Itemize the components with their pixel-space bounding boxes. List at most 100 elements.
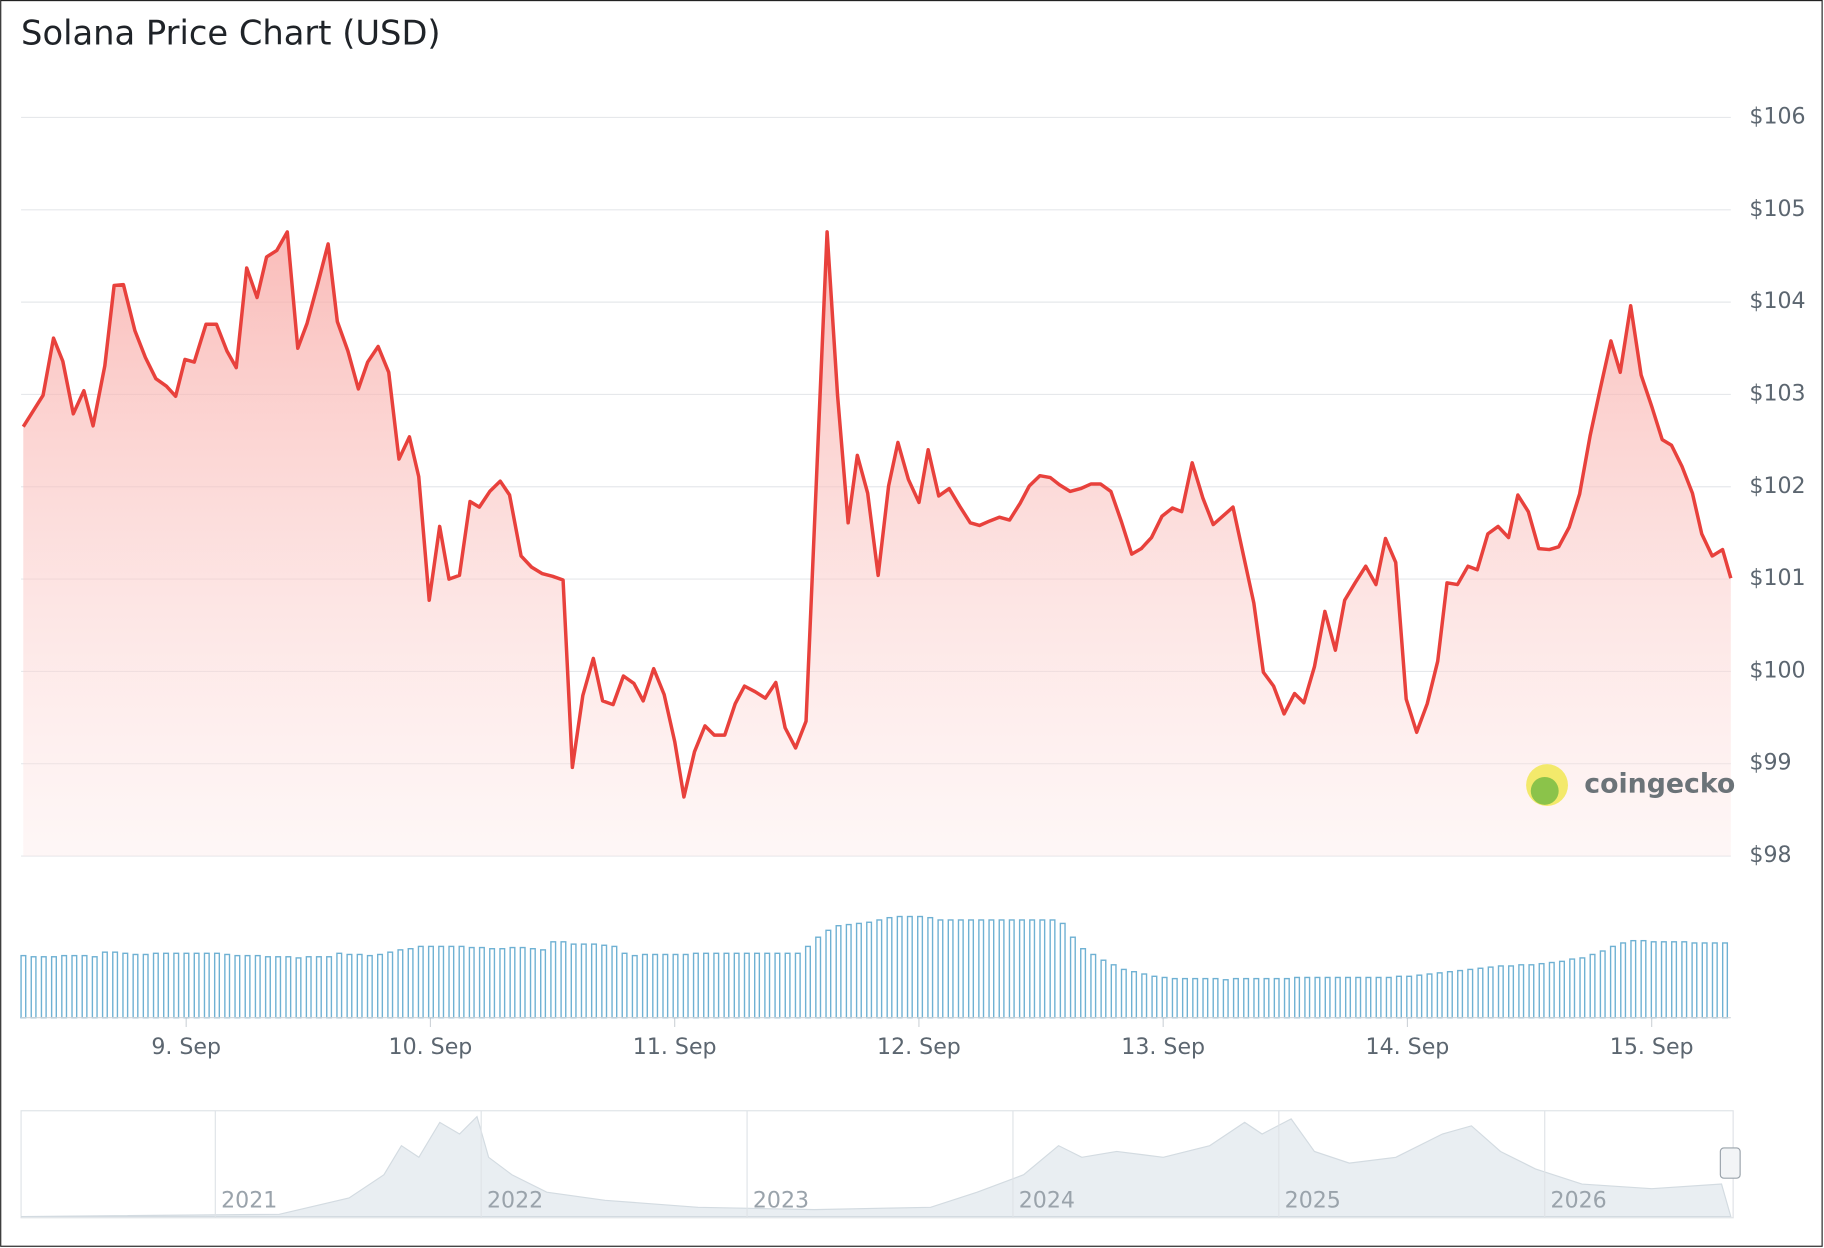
volume-bar <box>397 949 404 1019</box>
volume-bar <box>458 945 465 1019</box>
volume-bar <box>1018 919 1025 1019</box>
volume-bar <box>652 953 659 1019</box>
volume-bar <box>285 956 292 1019</box>
volume-bar <box>519 946 526 1019</box>
volume-bar <box>621 952 628 1019</box>
volume-bar <box>1721 942 1729 1019</box>
volume-bar <box>275 956 282 1019</box>
volume-bar <box>183 952 190 1019</box>
volume-bar <box>682 953 689 1019</box>
volume-bar <box>295 957 302 1019</box>
volume-bar <box>1446 971 1453 1019</box>
volume-bar <box>1508 965 1515 1019</box>
volume-bar <box>1243 977 1250 1019</box>
volume-bar <box>866 921 873 1019</box>
volume-bar <box>662 953 669 1019</box>
volume-bar <box>1334 976 1341 1019</box>
x-tick-label: 11. Sep <box>633 1034 717 1060</box>
volume-bar <box>1457 969 1464 1019</box>
volume-bar <box>101 951 108 1019</box>
volume-bar <box>1487 966 1494 1019</box>
volume-bar <box>692 952 699 1019</box>
volume-bar <box>815 936 822 1019</box>
volume-bar <box>336 952 343 1019</box>
volume-bar <box>825 929 832 1019</box>
volume-bar <box>1008 919 1015 1019</box>
volume-bar <box>71 954 78 1019</box>
volume-bar <box>794 952 801 1019</box>
volume-bar <box>61 954 68 1019</box>
volume-bar <box>743 952 750 1019</box>
volume-bar <box>733 952 740 1019</box>
volume-bar <box>978 919 985 1019</box>
volume-bar <box>478 946 485 1019</box>
volume-bar <box>407 948 414 1019</box>
volume-bar <box>1589 953 1596 1019</box>
volume-bar <box>122 952 129 1019</box>
volume-bar <box>1110 964 1117 1019</box>
volume-bar <box>499 948 506 1019</box>
volume-bar <box>417 945 424 1019</box>
navigator-label: 2026 <box>1551 1187 1607 1213</box>
watermark-text: coingecko <box>1584 769 1735 800</box>
volume-bar <box>845 923 852 1019</box>
x-tick-label: 9. Sep <box>151 1034 221 1060</box>
volume-bar <box>774 952 781 1019</box>
y-tick-label: $105 <box>1749 196 1805 222</box>
volume-bar <box>1518 964 1525 1019</box>
volume-bar <box>1080 948 1087 1019</box>
volume-bar <box>173 952 180 1019</box>
volume-bar <box>91 956 98 1019</box>
volume-bar <box>1131 971 1138 1019</box>
volume-bar <box>1579 957 1586 1019</box>
volume-bar <box>835 925 842 1019</box>
volume-bar <box>468 946 475 1019</box>
volume-bar <box>641 953 648 1019</box>
navigator-handle[interactable] <box>1719 1147 1741 1179</box>
y-tick-label: $102 <box>1749 473 1805 499</box>
volume-bar <box>1660 941 1667 1019</box>
volume-bar <box>193 952 200 1019</box>
volume-bar <box>1375 976 1382 1019</box>
navigator-label: 2025 <box>1285 1187 1341 1213</box>
volume-bar <box>927 916 934 1019</box>
volume-bar <box>957 919 964 1019</box>
navigator-label: 2021 <box>221 1187 277 1213</box>
navigator: 2021 2022 2023 2024 2025 2026 <box>20 1110 1741 1219</box>
volume-bar <box>1232 977 1239 1019</box>
volume-bar <box>1497 965 1504 1019</box>
volume-bar <box>1049 919 1056 1019</box>
x-tick-label: 15. Sep <box>1610 1034 1694 1060</box>
volume-bar <box>998 919 1005 1019</box>
navigator-label: 2022 <box>487 1187 543 1213</box>
volume-bar <box>580 943 587 1019</box>
x-tick-label: 13. Sep <box>1121 1034 1205 1060</box>
price-area <box>23 231 1731 857</box>
volume-bar <box>376 953 384 1019</box>
volume-bar <box>50 956 57 1019</box>
volume-bar <box>1691 942 1698 1019</box>
volume-bar <box>1426 973 1433 1019</box>
volume-bar <box>254 954 261 1019</box>
volume-bar <box>427 945 434 1019</box>
volume-bar <box>917 915 924 1019</box>
volume-bar <box>387 951 394 1019</box>
volume-bar <box>1548 961 1555 1019</box>
volume-bar <box>213 952 221 1019</box>
volume-bar <box>224 953 231 1019</box>
volume-bar <box>163 952 170 1019</box>
x-tick-label: 12. Sep <box>877 1034 961 1060</box>
volume-bar <box>1640 939 1647 1019</box>
x-tick-label: 10. Sep <box>389 1034 473 1060</box>
volume-bar <box>876 919 883 1019</box>
volume-bar <box>1416 974 1423 1019</box>
price-line <box>21 230 1733 799</box>
volume-bar <box>203 952 210 1019</box>
volume-bar <box>550 941 557 1019</box>
volume-bar <box>723 952 730 1019</box>
volume-bar <box>967 919 975 1019</box>
volume-bar <box>1385 976 1392 1019</box>
volume-bar <box>1681 941 1688 1019</box>
volume-bar <box>1355 976 1362 1019</box>
